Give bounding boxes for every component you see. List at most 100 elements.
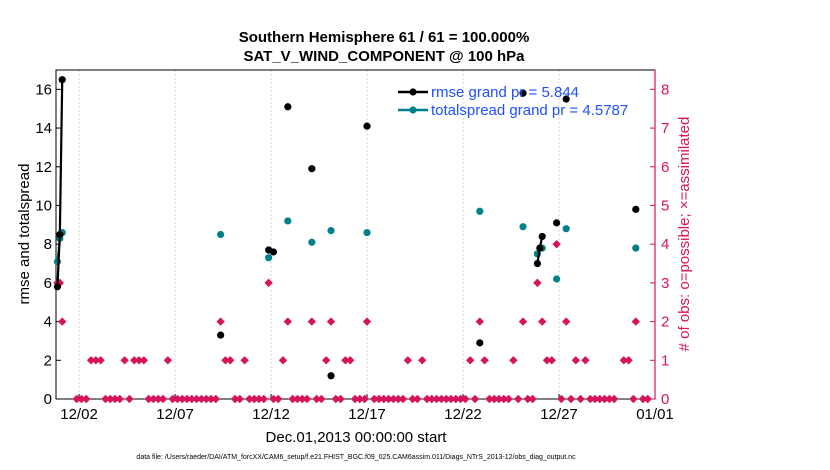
obs-count-marker [206, 394, 216, 404]
obs-count-marker [590, 394, 600, 404]
obs-count-marker [91, 356, 101, 365]
x-tick-label: 12/02 [60, 406, 98, 423]
rmse-point [533, 259, 542, 268]
obs-count-marker [341, 356, 350, 365]
obs-count-marker [418, 356, 427, 365]
obs-count-marker [456, 394, 465, 404]
y2-tick-label: 7 [661, 120, 669, 137]
rmse-series [53, 76, 640, 380]
rmse-point [217, 331, 225, 339]
legend-spread-label: totalspread grand pr = 4.5787 [431, 102, 628, 119]
totalspread-point [553, 275, 561, 283]
obs-count-marker [600, 394, 609, 404]
obs-count-marker [571, 356, 581, 365]
y2-axis-label: # of obs: o=possible; ×=assimilated [676, 117, 693, 352]
obs-count-marker [82, 394, 91, 404]
obs-count-marker [461, 394, 470, 404]
totalspread-point [519, 223, 527, 231]
legend: rmse grand pr = 5.844 totalspread grand … [398, 84, 628, 119]
obs-count-marker [379, 394, 389, 404]
obs-count-marker [110, 394, 120, 404]
obs-count-marker [408, 394, 417, 404]
obs-count-marker [144, 394, 153, 404]
y-tick-label: 4 [44, 314, 52, 331]
obs-count-marker [494, 394, 504, 404]
rmse-point [284, 103, 292, 111]
obs-count-marker [374, 394, 384, 404]
obs-count-marker [384, 394, 393, 404]
y-tick-label: 14 [35, 120, 52, 137]
rmse-point [308, 165, 316, 173]
totalspread-point [632, 244, 640, 252]
y2-tick-label: 2 [661, 314, 669, 331]
obs-count-marker [398, 394, 408, 404]
rmse-segment [58, 79, 64, 235]
obs-count-marker [470, 394, 480, 404]
legend-rmse-marker [409, 88, 417, 96]
rmse-segment [56, 234, 61, 287]
obs-count-marker [283, 317, 293, 326]
obs-count-marker [293, 394, 302, 404]
totalspread-point [476, 207, 484, 215]
obs-count-marker [221, 356, 230, 365]
obs-count-marker [216, 317, 225, 326]
obs-count-marker [427, 394, 437, 404]
obs-count-marker [55, 278, 65, 288]
obs-count-marker [317, 394, 326, 404]
x-tick-label: 12/22 [444, 406, 482, 423]
obs-count-marker [605, 394, 614, 404]
obs-count-marker [595, 394, 605, 404]
obs-count-marker [538, 317, 547, 326]
obs-count-marker [134, 356, 144, 365]
totalspread-series [53, 207, 640, 283]
totalspread-point [327, 227, 335, 235]
rmse-point [476, 339, 484, 347]
obs-count-marker [149, 394, 158, 404]
obs-count-marker [86, 356, 96, 365]
y-tick-label: 8 [44, 236, 52, 253]
obs-count-marker [624, 356, 633, 365]
obs-count-marker [360, 394, 369, 404]
obs-count-marker [302, 394, 312, 404]
obs-count-marker [182, 394, 192, 404]
obs-count-marker [403, 356, 413, 365]
obs-count-marker [197, 394, 206, 404]
obs-count-marker [466, 356, 475, 365]
obs-count-marker [130, 356, 139, 365]
obs-count-marker [307, 317, 317, 326]
obs-count-marker [446, 394, 456, 404]
rmse-point [53, 283, 62, 291]
obs-count-marker [499, 394, 509, 404]
y-tick-label: 6 [44, 275, 52, 292]
obs-count-marker [514, 394, 523, 404]
obs-count-marker [509, 356, 518, 365]
obs-count-marker [350, 394, 360, 404]
obs-count-marker [437, 394, 446, 404]
obs-count-marker [173, 394, 182, 404]
obs-count-marker [264, 278, 273, 288]
obs-count-marker [211, 394, 221, 404]
y2-tick-label: 5 [661, 197, 669, 214]
obs-count-marker [278, 356, 288, 365]
obs-count-marker [581, 356, 590, 365]
axis-ticks: 12/02 12/07 12/12 12/17 12/22 12/27 01/0102468… [35, 70, 674, 423]
obs-count-marker [362, 317, 372, 326]
obs-count-marker [139, 356, 149, 365]
y-tick-label: 10 [35, 197, 52, 214]
obs-count-marker [312, 394, 321, 404]
y-tick-label: 2 [44, 352, 52, 369]
x-axis-label: Dec.01,2013 00:00:00 start [266, 429, 448, 446]
obs-count-series [53, 239, 653, 404]
chart-subtitle: SAT_V_WIND_COMPONENT @ 100 hPa [243, 48, 525, 65]
obs-count-marker [178, 394, 187, 404]
obs-count-marker [259, 394, 269, 404]
obs-count-marker [542, 356, 552, 365]
rmse-point [327, 372, 335, 380]
x-tick-label: 01/01 [636, 406, 674, 423]
totalspread-point [284, 217, 292, 225]
obs-count-marker [552, 239, 561, 249]
obs-count-marker [288, 394, 297, 404]
x-tick-label: 12/17 [348, 406, 386, 423]
obs-count-marker [451, 394, 461, 404]
obs-count-marker [326, 317, 336, 326]
